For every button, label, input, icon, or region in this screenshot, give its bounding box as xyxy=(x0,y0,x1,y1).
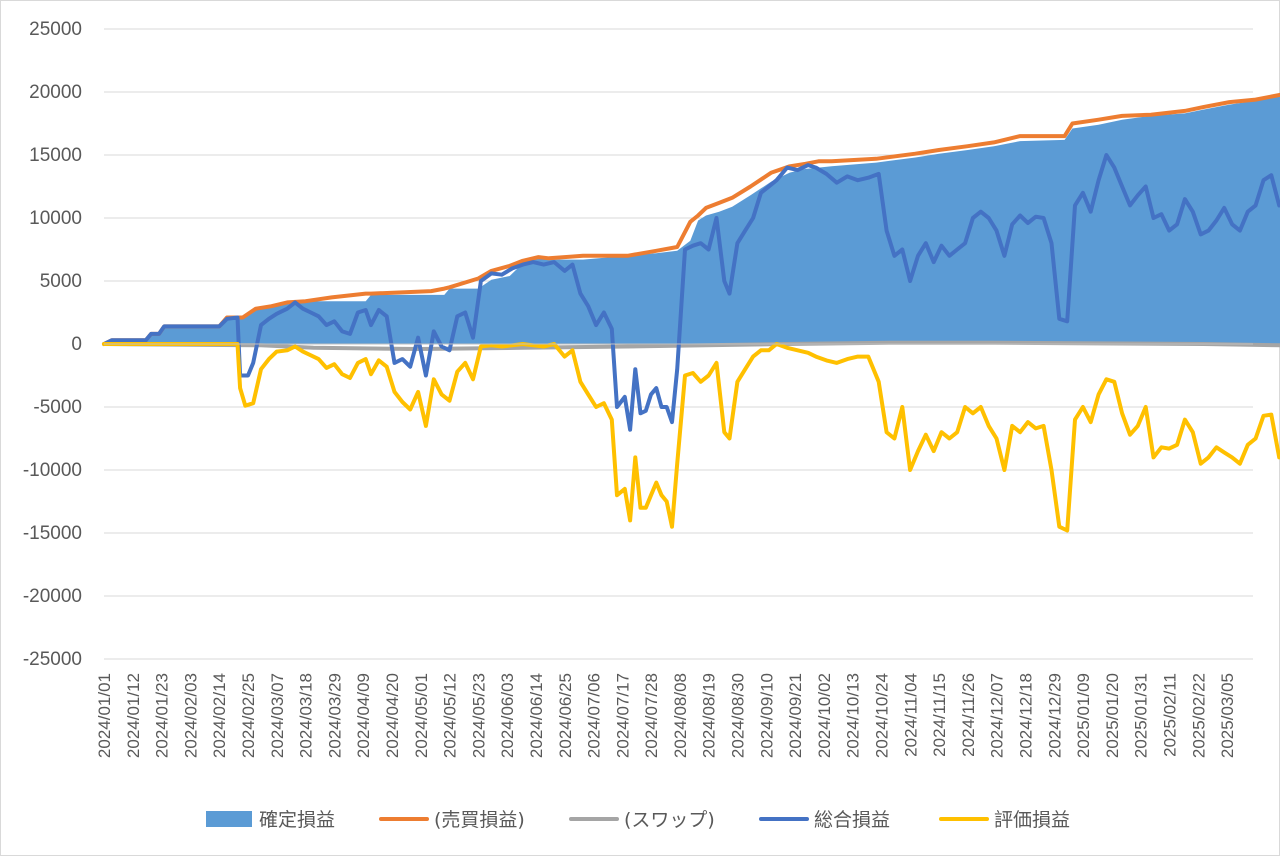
x-tick-label: 2025/02/11 xyxy=(1160,673,1179,757)
y-tick-label: 0 xyxy=(71,334,82,355)
y-tick-label: -15000 xyxy=(23,523,82,544)
y-tick-label: -10000 xyxy=(23,460,82,481)
x-tick-label: 2024/03/29 xyxy=(325,673,344,758)
legend-label: 確定損益 xyxy=(259,809,335,831)
x-axis-ticks: 2024/01/01 2024/01/12 2024/01/23 2024/02/03… xyxy=(95,673,1237,758)
x-tick-label: 2024/09/10 xyxy=(757,673,776,758)
legend-item: (売買損益) xyxy=(379,809,525,831)
x-tick-label: 2024/01/23 xyxy=(153,673,172,758)
series-layer xyxy=(102,92,1280,533)
x-tick-label: 2024/06/03 xyxy=(498,673,517,758)
x-tick-label: 2025/01/09 xyxy=(1074,673,1093,758)
x-tick-label: 2025/01/31 xyxy=(1132,673,1151,758)
legend-item: 評価損益 xyxy=(939,809,1070,831)
y-tick-label: -20000 xyxy=(23,586,82,607)
x-tick-label: 2025/01/20 xyxy=(1103,673,1122,758)
y-axis-ticks: 25000 20000 15000 10000 5000 0 -5000 -10000 -150… xyxy=(23,19,82,670)
x-tick-label: 2024/09/21 xyxy=(786,673,805,758)
x-tick-label: 2024/03/18 xyxy=(297,673,316,758)
series-line-sougou xyxy=(102,153,1280,432)
legend-label: (売買損益) xyxy=(434,809,525,831)
legend-label: (スワップ) xyxy=(624,809,715,831)
x-tick-label: 2024/08/30 xyxy=(729,673,748,758)
x-tick-label: 2024/03/07 xyxy=(268,673,287,758)
x-tick-label: 2024/11/15 xyxy=(930,673,949,757)
x-tick-label: 2024/10/24 xyxy=(873,673,892,758)
x-tick-label: 2024/08/08 xyxy=(671,673,690,758)
x-tick-label: 2024/07/28 xyxy=(642,673,661,758)
x-tick-label: 2025/02/22 xyxy=(1189,673,1208,758)
legend-item: 総合損益 xyxy=(759,809,890,831)
x-tick-label: 2024/07/17 xyxy=(613,673,632,758)
legend: 確定損益 (売買損益) (スワップ) 総合損益 評価損益 xyxy=(206,809,1070,831)
legend-swatch xyxy=(206,811,252,827)
x-tick-label: 2024/12/07 xyxy=(988,673,1007,758)
y-tick-label: 20000 xyxy=(29,82,82,103)
x-tick-label: 2024/05/23 xyxy=(469,673,488,758)
series-line-baibai xyxy=(102,92,1280,346)
x-tick-label: 2024/08/19 xyxy=(700,673,719,758)
x-tick-label: 2024/12/18 xyxy=(1017,673,1036,758)
x-tick-label: 2024/11/04 xyxy=(901,673,920,757)
x-tick-label: 2024/06/25 xyxy=(556,673,575,758)
x-tick-label: 2024/05/12 xyxy=(441,673,460,758)
x-tick-label: 2024/05/01 xyxy=(412,673,431,758)
x-tick-label: 2024/02/25 xyxy=(239,673,258,758)
x-tick-label: 2024/02/03 xyxy=(181,673,200,758)
legend-item: 確定損益 xyxy=(206,809,335,831)
x-tick-label: 2024/04/09 xyxy=(354,673,373,758)
x-tick-label: 2024/02/14 xyxy=(210,673,229,758)
y-tick-label: -25000 xyxy=(23,649,82,670)
y-tick-label: -5000 xyxy=(33,397,82,418)
x-tick-label: 2024/01/12 xyxy=(124,673,143,758)
y-tick-label: 10000 xyxy=(29,208,82,229)
x-tick-label: 2024/10/13 xyxy=(844,673,863,758)
x-tick-label: 2024/12/29 xyxy=(1045,673,1064,758)
series-area-kakutei xyxy=(104,94,1280,344)
y-tick-label: 25000 xyxy=(29,19,82,40)
y-tick-label: 15000 xyxy=(29,145,82,166)
legend-label: 評価損益 xyxy=(994,809,1070,831)
series-line-hyouka xyxy=(102,342,1280,533)
x-tick-label: 2024/07/06 xyxy=(585,673,604,758)
legend-item: (スワップ) xyxy=(569,809,715,831)
legend-label: 総合損益 xyxy=(814,809,890,831)
x-tick-label: 2024/04/20 xyxy=(383,673,402,758)
x-tick-label: 2024/01/01 xyxy=(95,673,114,758)
y-tick-label: 5000 xyxy=(40,271,82,292)
x-tick-label: 2024/06/14 xyxy=(527,673,546,758)
x-tick-label: 2024/10/02 xyxy=(815,673,834,758)
x-tick-label: 2025/03/05 xyxy=(1218,673,1237,758)
x-tick-label: 2024/11/26 xyxy=(959,673,978,757)
